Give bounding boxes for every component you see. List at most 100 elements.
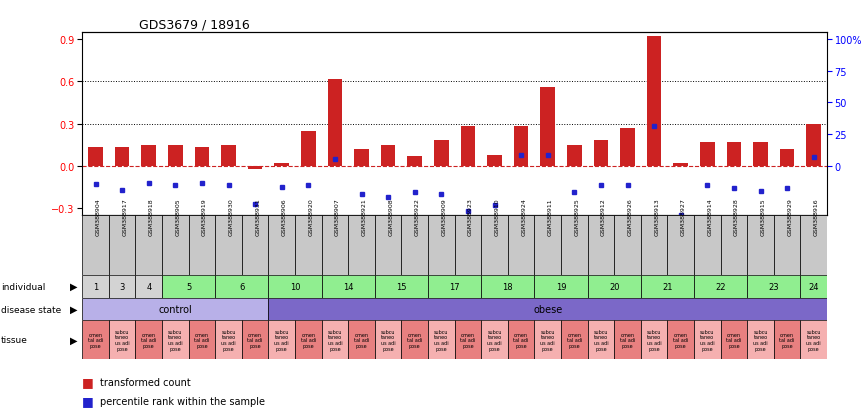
FancyBboxPatch shape <box>481 275 534 298</box>
Text: omen
tal adi
pose: omen tal adi pose <box>141 332 157 348</box>
Text: GSM388910: GSM388910 <box>494 198 500 235</box>
Text: omen
tal adi
pose: omen tal adi pose <box>354 332 369 348</box>
Text: GSM388912: GSM388912 <box>601 198 606 235</box>
FancyBboxPatch shape <box>268 275 321 298</box>
Text: ▶: ▶ <box>70 304 78 314</box>
Text: 23: 23 <box>768 282 779 291</box>
Text: 3: 3 <box>120 282 125 291</box>
FancyBboxPatch shape <box>82 275 109 298</box>
Text: GSM388915: GSM388915 <box>760 198 766 235</box>
FancyBboxPatch shape <box>641 216 668 275</box>
Text: omen
tal adi
pose: omen tal adi pose <box>460 332 475 348</box>
Text: omen
tal adi
pose: omen tal adi pose <box>194 332 210 348</box>
FancyBboxPatch shape <box>800 275 827 298</box>
Text: 19: 19 <box>556 282 566 291</box>
Bar <box>620 128 635 166</box>
FancyBboxPatch shape <box>721 321 747 359</box>
Text: omen
tal adi
pose: omen tal adi pose <box>514 332 529 348</box>
Text: 21: 21 <box>662 282 673 291</box>
Bar <box>567 145 582 166</box>
Text: 6: 6 <box>239 282 244 291</box>
Text: GSM388921: GSM388921 <box>361 198 366 235</box>
FancyBboxPatch shape <box>295 321 321 359</box>
Text: 24: 24 <box>809 282 819 291</box>
Bar <box>301 131 316 166</box>
FancyBboxPatch shape <box>135 321 162 359</box>
FancyBboxPatch shape <box>534 216 561 275</box>
Text: subcu
taneo
us adi
pose: subcu taneo us adi pose <box>275 329 289 351</box>
Bar <box>461 127 475 166</box>
Text: GSM388909: GSM388909 <box>442 198 446 235</box>
Text: subcu
taneo
us adi
pose: subcu taneo us adi pose <box>327 329 342 351</box>
FancyBboxPatch shape <box>614 216 641 275</box>
Text: 18: 18 <box>502 282 514 291</box>
Text: subcu
taneo
us adi
pose: subcu taneo us adi pose <box>647 329 662 351</box>
FancyBboxPatch shape <box>135 216 162 275</box>
Bar <box>195 148 210 166</box>
Text: GSM388907: GSM388907 <box>335 198 340 235</box>
FancyBboxPatch shape <box>295 216 321 275</box>
Bar <box>275 164 289 166</box>
Text: GSM388916: GSM388916 <box>814 198 818 235</box>
FancyBboxPatch shape <box>375 275 428 298</box>
FancyBboxPatch shape <box>216 275 268 298</box>
Bar <box>248 166 262 169</box>
FancyBboxPatch shape <box>268 216 295 275</box>
Text: omen
tal adi
pose: omen tal adi pose <box>407 332 423 348</box>
FancyBboxPatch shape <box>747 321 774 359</box>
FancyBboxPatch shape <box>721 216 747 275</box>
FancyBboxPatch shape <box>747 275 800 298</box>
FancyBboxPatch shape <box>455 321 481 359</box>
FancyBboxPatch shape <box>216 321 242 359</box>
FancyBboxPatch shape <box>507 216 534 275</box>
Text: GSM388918: GSM388918 <box>149 198 154 235</box>
FancyBboxPatch shape <box>481 216 507 275</box>
FancyBboxPatch shape <box>561 321 588 359</box>
Text: GSM388923: GSM388923 <box>468 198 473 235</box>
FancyBboxPatch shape <box>82 298 268 321</box>
FancyBboxPatch shape <box>614 321 641 359</box>
Text: subcu
taneo
us adi
pose: subcu taneo us adi pose <box>221 329 236 351</box>
FancyBboxPatch shape <box>321 321 348 359</box>
Bar <box>647 37 662 166</box>
Bar <box>700 142 714 166</box>
Bar <box>327 79 342 166</box>
Text: omen
tal adi
pose: omen tal adi pose <box>248 332 263 348</box>
Text: omen
tal adi
pose: omen tal adi pose <box>727 332 741 348</box>
Text: GSM388913: GSM388913 <box>654 198 659 235</box>
Bar <box>727 142 741 166</box>
FancyBboxPatch shape <box>242 321 268 359</box>
Text: control: control <box>158 304 192 314</box>
Text: GSM388914: GSM388914 <box>708 198 713 235</box>
Text: 22: 22 <box>715 282 726 291</box>
Bar <box>806 124 821 166</box>
FancyBboxPatch shape <box>534 321 561 359</box>
Bar <box>354 150 369 166</box>
FancyBboxPatch shape <box>747 216 774 275</box>
Text: GSM388908: GSM388908 <box>388 198 393 235</box>
Text: subcu
taneo
us adi
pose: subcu taneo us adi pose <box>434 329 449 351</box>
Text: omen
tal adi
pose: omen tal adi pose <box>87 332 103 348</box>
Text: 5: 5 <box>186 282 191 291</box>
Text: percentile rank within the sample: percentile rank within the sample <box>100 396 265 406</box>
FancyBboxPatch shape <box>774 216 800 275</box>
Bar <box>381 145 396 166</box>
FancyBboxPatch shape <box>428 321 455 359</box>
Bar <box>168 145 183 166</box>
Text: 17: 17 <box>449 282 460 291</box>
Text: GSM388925: GSM388925 <box>574 198 579 235</box>
Text: tissue: tissue <box>1 335 28 344</box>
Bar <box>779 150 794 166</box>
Text: subcu
taneo
us adi
pose: subcu taneo us adi pose <box>753 329 768 351</box>
Text: GSM388920: GSM388920 <box>308 198 313 235</box>
FancyBboxPatch shape <box>321 275 375 298</box>
Bar <box>593 141 608 166</box>
FancyBboxPatch shape <box>641 321 668 359</box>
FancyBboxPatch shape <box>162 321 189 359</box>
FancyBboxPatch shape <box>507 321 534 359</box>
Text: GSM388917: GSM388917 <box>122 198 127 235</box>
FancyBboxPatch shape <box>588 321 614 359</box>
FancyBboxPatch shape <box>561 216 588 275</box>
FancyBboxPatch shape <box>641 275 694 298</box>
Bar <box>115 148 130 166</box>
